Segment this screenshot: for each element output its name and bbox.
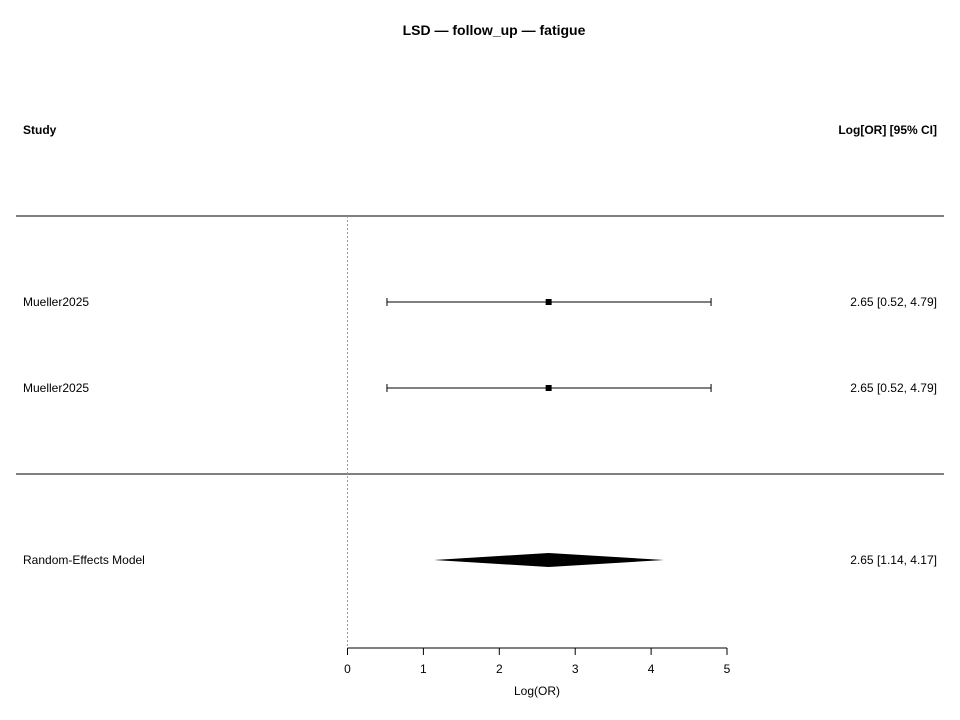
- study-estimate-text: 2.65 [0.52, 4.79]: [850, 295, 937, 309]
- summary-estimate-text: 2.65 [1.14, 4.17]: [850, 553, 937, 567]
- summary-diamond: [434, 553, 665, 567]
- study-row: Mueller2025 2.65 [0.52, 4.79]: [23, 381, 937, 395]
- x-tick-label: 5: [724, 662, 731, 676]
- study-row: Mueller2025 2.65 [0.52, 4.79]: [23, 295, 937, 309]
- x-axis-label: Log(OR): [514, 684, 560, 698]
- x-tick-label: 3: [572, 662, 579, 676]
- summary-label: Random-Effects Model: [23, 553, 145, 567]
- study-label: Mueller2025: [23, 295, 89, 309]
- study-column-header: Study: [23, 123, 57, 137]
- x-tick-label: 2: [496, 662, 503, 676]
- study-label: Mueller2025: [23, 381, 89, 395]
- x-tick-label: 1: [420, 662, 427, 676]
- chart-title: LSD — follow_up — fatigue: [403, 22, 586, 38]
- estimate-column-header: Log[OR] [95% CI]: [838, 123, 937, 137]
- x-axis: 0 1 2 3 4 5: [344, 647, 731, 676]
- point-estimate-square: [545, 299, 552, 305]
- x-tick-label: 0: [344, 662, 351, 676]
- x-tick-label: 4: [648, 662, 655, 676]
- point-estimate-square: [545, 385, 552, 391]
- summary-row: Random-Effects Model 2.65 [1.14, 4.17]: [23, 553, 937, 567]
- study-estimate-text: 2.65 [0.52, 4.79]: [850, 381, 937, 395]
- study-rows: Mueller2025 2.65 [0.52, 4.79] Mueller2025 2…: [23, 295, 937, 395]
